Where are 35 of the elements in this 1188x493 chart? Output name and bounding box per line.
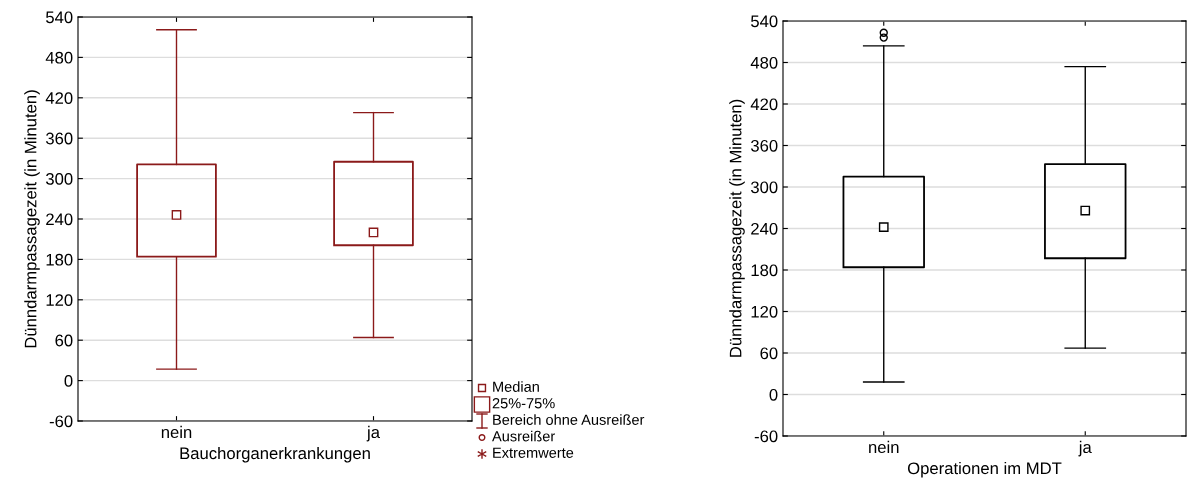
y-tick-label: 360 <box>750 139 778 152</box>
y-tick-label: 300 <box>750 181 778 194</box>
y-tick-label: 60 <box>55 334 73 347</box>
y-tick-label: 120 <box>751 305 778 318</box>
y-tick-label: 180 <box>46 253 73 266</box>
x-axis-title: Bauchorganerkrankungen <box>180 446 370 463</box>
text: 25%-75% <box>492 398 555 409</box>
x-tick-label: ja <box>1078 440 1092 457</box>
x-tick-label: nein <box>869 440 899 454</box>
y-tick-label: 180 <box>751 264 778 277</box>
text: Bereich ohne Ausreißer <box>493 414 645 425</box>
y-tick-label: 420 <box>750 98 778 111</box>
y-tick-label: 240 <box>751 222 778 235</box>
y-tick-label: 480 <box>750 56 778 69</box>
y-tick-label: 300 <box>45 173 73 185</box>
y-tick-label: -60 <box>49 415 73 428</box>
y-tick-label: 420 <box>45 92 73 104</box>
text: Extremwerte <box>493 447 574 458</box>
text: Median <box>493 381 539 392</box>
y-tick-label: 540 <box>751 15 778 28</box>
y-tick-label: 480 <box>45 51 73 64</box>
y-tick-label: 60 <box>760 347 778 360</box>
y-tick-label: 240 <box>46 213 73 226</box>
y-tick-label: 360 <box>45 132 73 145</box>
y-tick-label: 540 <box>46 11 73 24</box>
y-tick-label: 0 <box>769 388 778 401</box>
x-tick-label: nein <box>161 425 192 439</box>
x-axis-title: Operationen im MDT <box>907 461 1062 478</box>
y-tick-label: 0 <box>64 375 73 387</box>
y-axis-title: Dünndarmpassagezeit (in Minuten) <box>729 99 745 357</box>
y-tick-label: -60 <box>754 430 778 443</box>
text: Ausreißer <box>492 430 555 442</box>
x-tick-label: ja <box>366 425 380 442</box>
y-axis-title: Dünndarmpassagezeit (in Minuten) <box>24 90 40 348</box>
y-tick-label: 120 <box>46 294 73 306</box>
